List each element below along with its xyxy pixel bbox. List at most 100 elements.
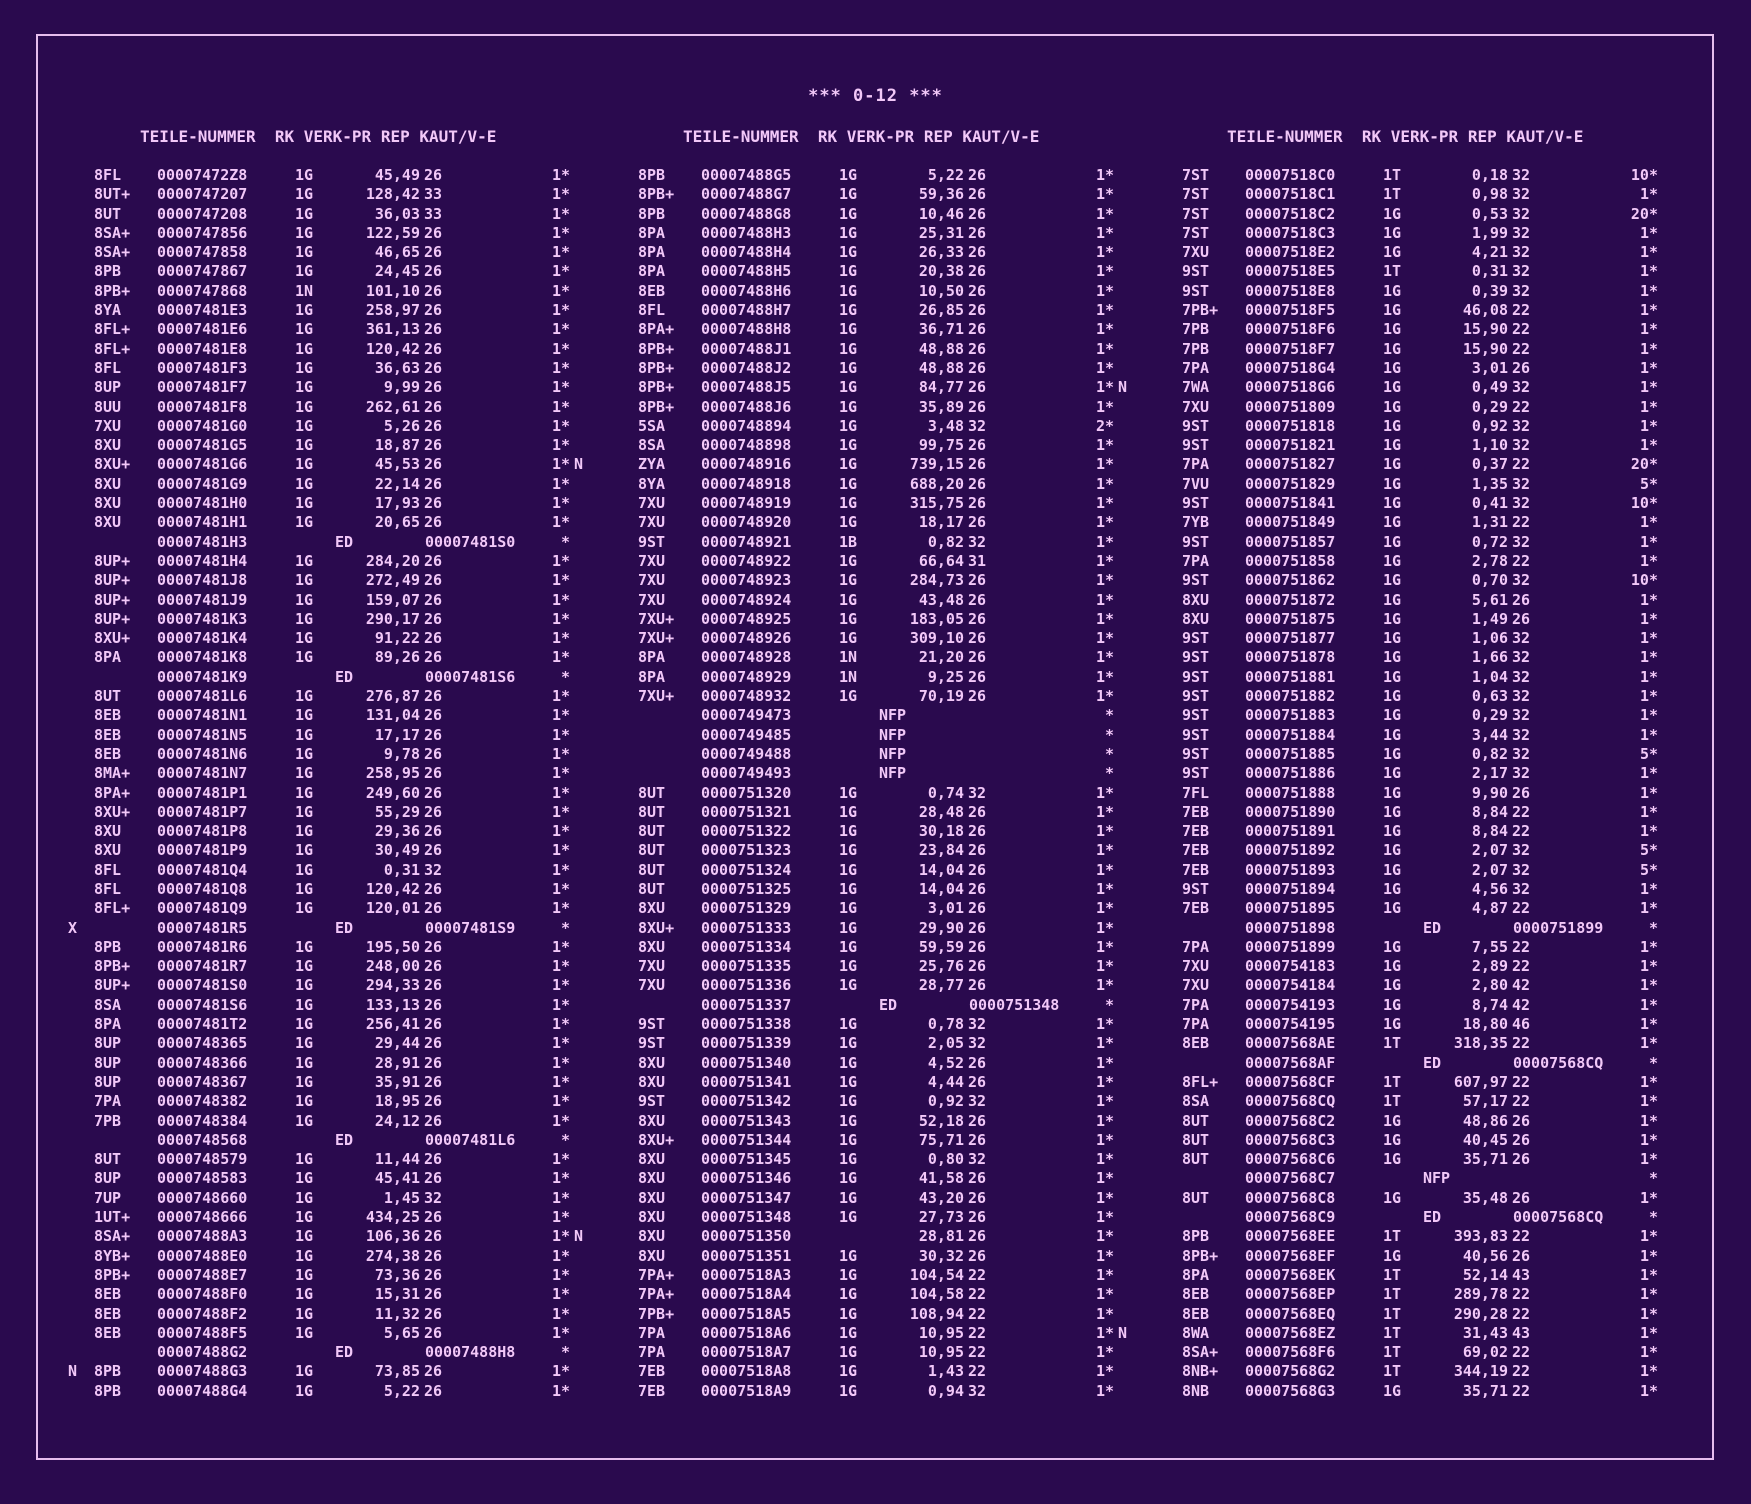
price-class: 1G	[1383, 474, 1402, 493]
pack-quantity: 5*	[1639, 744, 1658, 763]
repair-group: 32	[1512, 532, 1531, 551]
pack-quantity: *	[1648, 918, 1658, 937]
price-class: 1G	[1383, 281, 1402, 300]
price-class: 1G	[839, 1034, 858, 1053]
price-class: 1G	[1383, 416, 1402, 435]
repair-group: 22	[1512, 1304, 1531, 1323]
table-row: 7XU 0000754183 1G 2,89 22 1*	[1158, 957, 1718, 976]
category-code: 8FL	[94, 860, 122, 879]
table-row: 9ST 0000751857 1G 0,72 32 1*	[1158, 533, 1718, 552]
category-code: 7PA	[1182, 995, 1210, 1014]
category-code: 8NB+	[1182, 1362, 1219, 1381]
table-row: 7EB 0000751895 1G 4,87 22 1*	[1158, 899, 1718, 918]
sale-price: 10,46	[918, 204, 964, 223]
category-code: 8XU	[94, 436, 122, 455]
pack-quantity: 1*	[1095, 204, 1114, 223]
part-number: 0000751892	[1245, 841, 1336, 860]
category-code: 8PB+	[94, 957, 131, 976]
pack-quantity: 1*	[551, 1323, 570, 1342]
repair-group: 26	[424, 223, 443, 242]
category-code: 8UP	[94, 1034, 122, 1053]
part-number: 00007481N1	[157, 706, 248, 725]
part-number: 0000751335	[701, 957, 792, 976]
part-number: 00007481P9	[157, 841, 248, 860]
sale-price: 30,32	[918, 1246, 964, 1265]
status-code: NFP	[879, 706, 907, 725]
category-code: 8XU	[94, 841, 122, 860]
table-row: 8EB 00007481N6 1G 9,78 26 1*	[70, 745, 630, 764]
price-class: 1G	[1383, 1150, 1402, 1169]
pack-quantity: 1*	[551, 204, 570, 223]
repair-group: 26	[424, 1227, 443, 1246]
price-class: 1G	[295, 436, 314, 455]
pack-quantity: 1*	[1639, 976, 1658, 995]
part-number: 00007481E3	[157, 301, 248, 320]
price-class: 1T	[1383, 1304, 1402, 1323]
table-row: 8UT 00007568C8 1G 35,48 26 1*	[1158, 1189, 1718, 1208]
table-row: 8XU+ 00007481P7 1G 55,29 26 1*	[70, 803, 630, 822]
repair-group: 22	[1512, 397, 1531, 416]
sale-price: 344,19	[1453, 1362, 1508, 1381]
pack-quantity: 1*	[1639, 822, 1658, 841]
part-number: 0000748384	[157, 1111, 248, 1130]
part-number: 00007568CQ	[1245, 1092, 1336, 1111]
part-number: 0000748660	[157, 1188, 248, 1207]
part-number: 00007481T2	[157, 1015, 248, 1034]
reference-part-number: 00007488H8	[425, 1343, 516, 1362]
category-code: 7EB	[638, 1381, 666, 1400]
category-code: 8PB+	[638, 185, 675, 204]
table-row: 9ST 0000751883 1G 0,29 32 1*	[1158, 706, 1718, 725]
table-row: 9ST 0000751342 1G 0,92 32 1*	[614, 1092, 1174, 1111]
table-row: 9ST 0000751339 1G 2,05 32 1*	[614, 1034, 1174, 1053]
price-class: 1T	[1383, 1343, 1402, 1362]
table-row: 7PB 0000748384 1G 24,12 26 1*	[70, 1112, 630, 1131]
table-row: 8FL 00007481Q4 1G 0,31 32 1*	[70, 861, 630, 880]
part-number: 00007568EP	[1245, 1285, 1336, 1304]
part-number: 0000751341	[701, 1072, 792, 1091]
part-number: 0000751841	[1245, 494, 1336, 513]
table-row: 7YB 0000751849 1G 1,31 22 1*	[1158, 513, 1718, 532]
pack-quantity: 1*	[1639, 551, 1658, 570]
reference-part-number: 00007481S0	[425, 532, 516, 551]
table-row: 7XU 0000748920 1G 18,17 26 1*	[614, 513, 1174, 532]
part-number: 0000754183	[1245, 957, 1336, 976]
category-code: 7VU	[1182, 474, 1210, 493]
category-code: 8PA+	[638, 320, 675, 339]
part-number: 0000748918	[701, 474, 792, 493]
pack-quantity: 1*	[551, 320, 570, 339]
table-row: 0000749485 NFP *	[614, 726, 1174, 745]
table-row: 8SA+ 0000747856 1G 122,59 26 1*	[70, 224, 630, 243]
table-row: 8MA+ 00007481N7 1G 258,95 26 1*	[70, 764, 630, 783]
price-class: 1G	[295, 590, 314, 609]
price-class: 1T	[1383, 1362, 1402, 1381]
sale-price: 0,18	[1471, 166, 1508, 184]
repair-group: 26	[424, 1092, 443, 1111]
pack-quantity: 1*	[1095, 474, 1114, 493]
repair-group: 26	[968, 397, 987, 416]
part-number: 00007488H4	[701, 243, 792, 262]
price-class: 1G	[295, 397, 314, 416]
pack-quantity: 1*	[1639, 281, 1658, 300]
price-class: 1G	[1383, 358, 1402, 377]
part-number: 0000751342	[701, 1092, 792, 1111]
repair-group: 22	[1512, 1092, 1531, 1111]
price-class: 1G	[839, 957, 858, 976]
table-row: 8XU 00007481G5 1G 18,87 26 1*	[70, 436, 630, 455]
sale-price: 45,49	[374, 166, 420, 184]
price-class: 1G	[1383, 841, 1402, 860]
table-row: 8XU 0000751351 1G 30,32 26 1*	[614, 1247, 1174, 1266]
category-code: 7EB	[1182, 802, 1210, 821]
category-code: 8UP	[94, 1053, 122, 1072]
category-code: 8EB	[94, 1304, 122, 1323]
repair-group: 26	[968, 802, 987, 821]
table-row: 8XU 0000751345 1G 0,80 32 1*	[614, 1150, 1174, 1169]
sale-price: 739,15	[909, 455, 964, 474]
pack-quantity: 1*	[1095, 494, 1114, 513]
price-class: 1G	[1383, 1111, 1402, 1130]
sale-price: 52,18	[918, 1111, 964, 1130]
price-class: 1T	[1383, 1323, 1402, 1342]
table-row: 8WA 00007568EZ 1T 31,43 43 1*	[1158, 1324, 1718, 1343]
sale-price: 9,99	[383, 378, 420, 397]
table-row: 7PA 00007518G4 1G 3,01 26 1*	[1158, 359, 1718, 378]
pack-quantity: 1*	[551, 513, 570, 532]
